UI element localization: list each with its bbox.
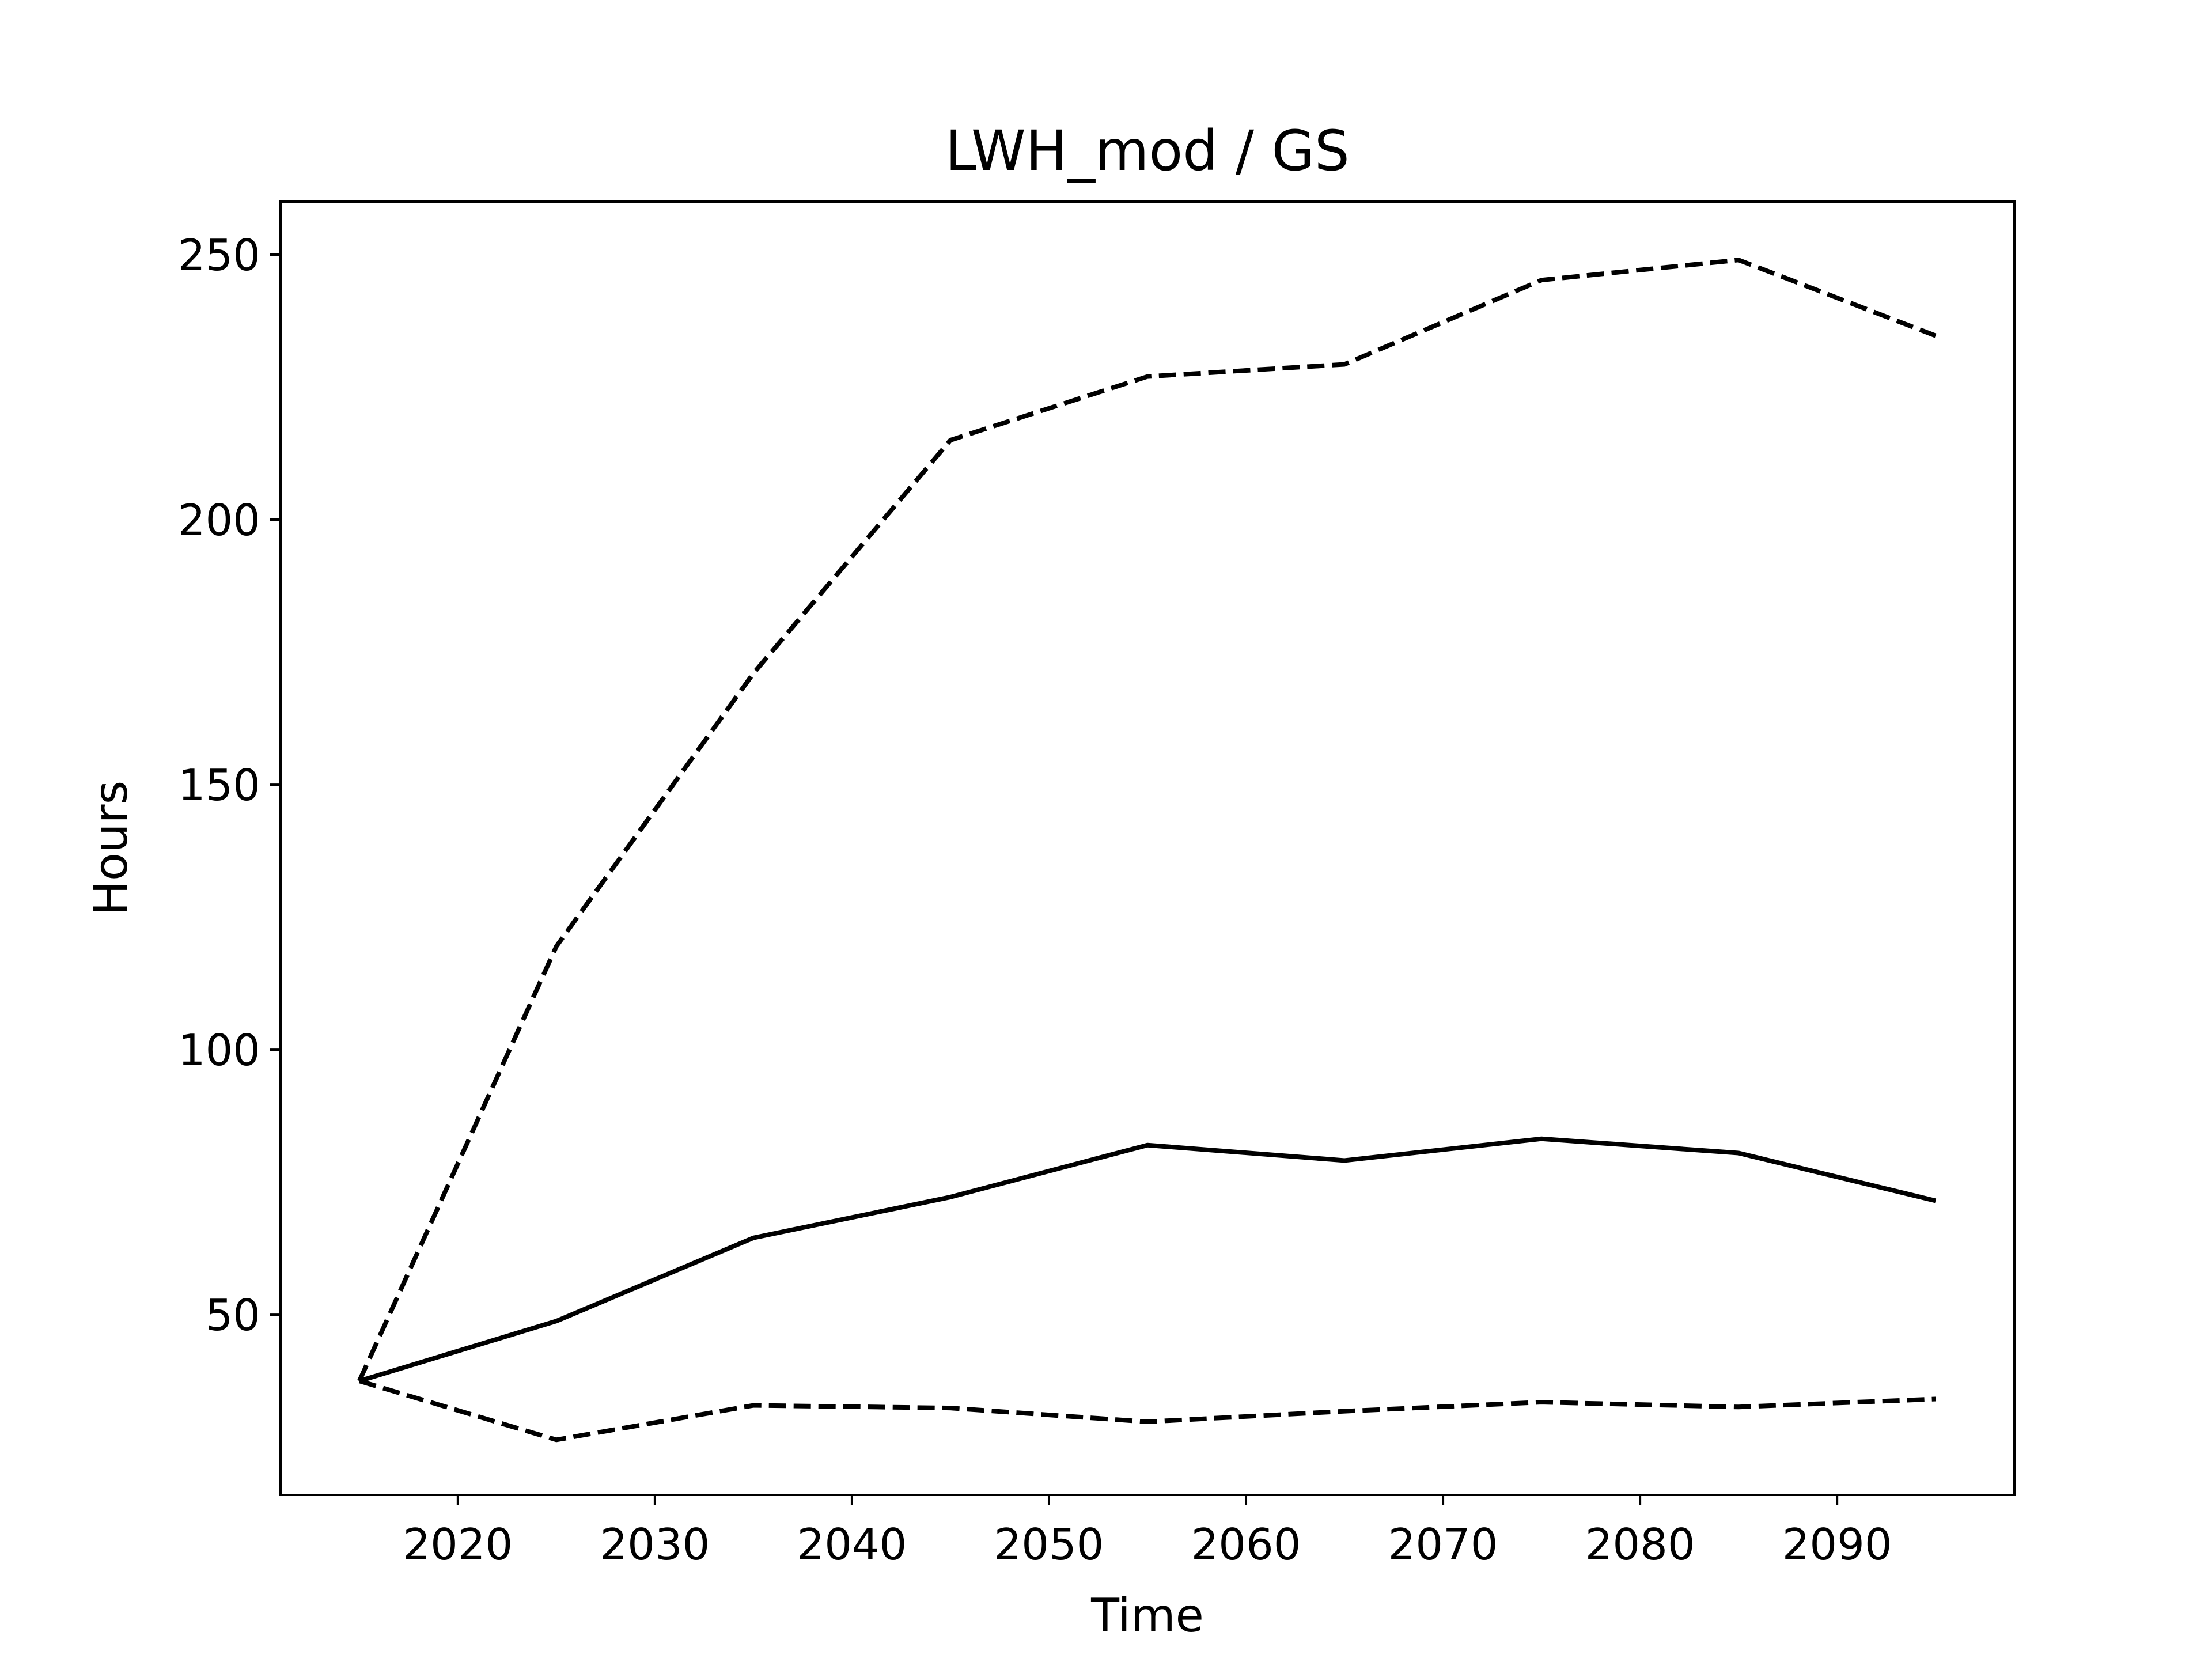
- x-tick-label: 2090: [1782, 1519, 1892, 1570]
- x-tick-label: 2040: [797, 1519, 907, 1570]
- y-tick-label: 200: [178, 495, 260, 546]
- plot-area-frame: [279, 200, 2016, 1496]
- x-tick-label: 2050: [994, 1519, 1104, 1570]
- series-line-1: [358, 1136, 1937, 1384]
- x-axis-label: Time: [1090, 1589, 1204, 1642]
- x-axis: 2020 2030 2040 2050 2060 2070 2080 2090: [403, 1495, 1892, 1570]
- y-tick-label: 100: [178, 1025, 260, 1076]
- y-tick-label: 50: [206, 1290, 260, 1341]
- series-line-3: [358, 1379, 1936, 1443]
- x-tick-label: 2030: [600, 1519, 710, 1570]
- x-tick-label: 2020: [403, 1519, 513, 1570]
- y-tick-label: 150: [178, 760, 260, 811]
- chart-title: LWH_mod / GS: [945, 119, 1350, 183]
- y-axis-label: Hours: [84, 781, 138, 915]
- series-line-2: [357, 258, 1937, 1382]
- series-layer: [357, 258, 1937, 1443]
- y-axis: 50 100 150 200 250: [178, 230, 281, 1341]
- x-tick-label: 2080: [1585, 1519, 1695, 1570]
- x-tick-label: 2060: [1191, 1519, 1301, 1570]
- y-tick-label: 250: [178, 230, 260, 281]
- x-tick-label: 2070: [1388, 1519, 1498, 1570]
